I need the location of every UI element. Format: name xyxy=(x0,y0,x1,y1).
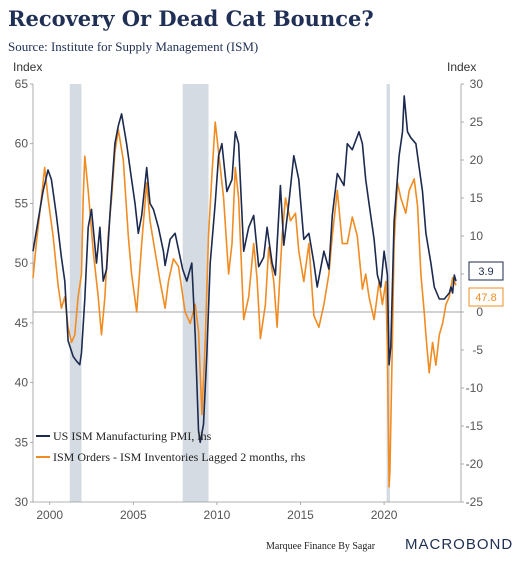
last-value-tag-box-0 xyxy=(468,261,504,281)
x-tick-label-2005: 2005 xyxy=(120,508,147,522)
series-line-0 xyxy=(32,95,457,444)
left-tick-label-60: 60 xyxy=(15,137,29,151)
right-tick-label--10: -10 xyxy=(466,381,484,395)
last-value-tag-box-1 xyxy=(468,287,504,307)
last-value-tag-0: 3.9 xyxy=(478,266,493,278)
x-tick-label-2015: 2015 xyxy=(287,508,314,522)
right-tick-label-15: 15 xyxy=(470,191,484,205)
right-tick-label--15: -15 xyxy=(466,419,484,433)
left-tick-label-65: 65 xyxy=(15,77,29,91)
right-tick-label-10: 10 xyxy=(470,229,484,243)
left-axis-label: Index xyxy=(13,60,43,74)
right-tick-label--5: -5 xyxy=(472,343,483,357)
chart-subtitle: Source: Institute for Supply Management … xyxy=(8,39,259,54)
left-tick-label-55: 55 xyxy=(15,196,29,210)
right-tick-label--25: -25 xyxy=(466,495,484,509)
legend-entry-0: US ISM Manufacturing PMI, lhs xyxy=(53,429,212,443)
macrobond-logo: MACROBOND xyxy=(405,536,513,553)
left-tick-label-30: 30 xyxy=(15,495,29,509)
left-tick-label-50: 50 xyxy=(15,256,29,270)
left-axis-ticks: 30 35 40 45 50 55 60 65 xyxy=(15,77,33,509)
last-value-tag-1: 47.8 xyxy=(475,292,496,304)
x-tick-label-2020: 2020 xyxy=(371,508,398,522)
x-tick-label-2010: 2010 xyxy=(204,508,231,522)
right-tick-label--20: -20 xyxy=(466,457,484,471)
series-lines xyxy=(32,95,457,488)
right-tick-label-25: 25 xyxy=(470,115,484,129)
recession-band-0 xyxy=(69,84,82,502)
x-tick-label-2000: 2000 xyxy=(36,508,63,522)
last-value-tags: 3.9 47.8 xyxy=(468,261,504,307)
x-axis-ticks: 2000 2005 2010 2015 2020 xyxy=(36,502,398,522)
footer-credit: Marquee Finance By Sagar xyxy=(266,541,376,552)
left-tick-label-45: 45 xyxy=(15,316,29,330)
legend-entry-1: ISM Orders - ISM Inventories Lagged 2 mo… xyxy=(53,450,306,464)
right-axis-label: Index xyxy=(447,60,477,74)
right-axis-ticks: -25-20-15-10-5051015202530 xyxy=(461,77,483,509)
plot-frame xyxy=(32,84,462,503)
right-tick-label-30: 30 xyxy=(470,77,484,91)
right-tick-label-0: 0 xyxy=(476,305,483,319)
recession-band-1 xyxy=(182,84,209,502)
left-tick-label-35: 35 xyxy=(15,435,29,449)
chart-title: Recovery Or Dead Cat Bounce? xyxy=(8,6,374,31)
right-tick-label-20: 20 xyxy=(470,153,484,167)
left-tick-label-40: 40 xyxy=(15,376,29,390)
legend: US ISM Manufacturing PMI, lhs ISM Orders … xyxy=(36,429,306,464)
